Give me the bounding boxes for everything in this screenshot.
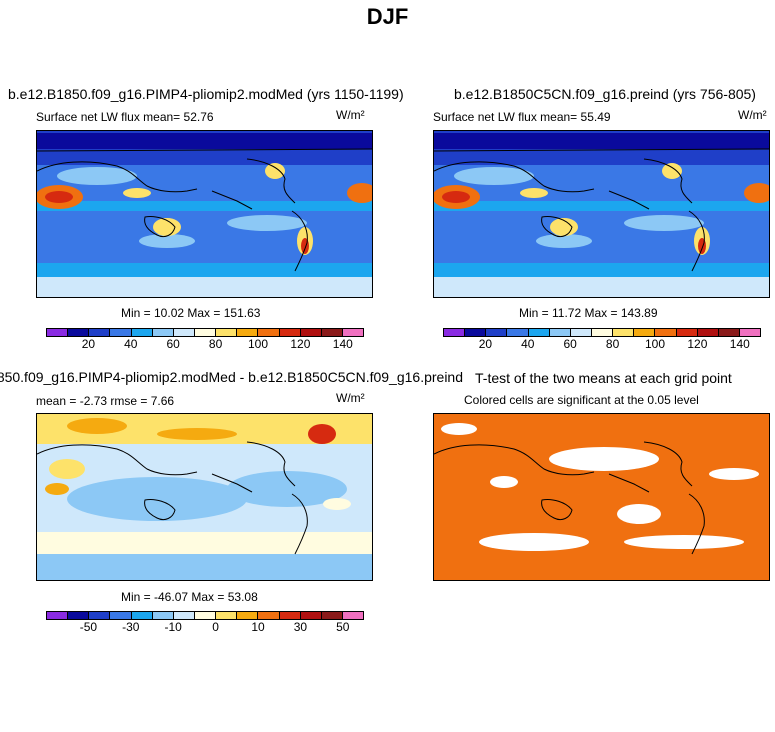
panel-3-title: b.e12.B1850.f09_g16.PIMP4-pliomip2.modMe…	[0, 369, 463, 385]
panel-3-map-svg	[37, 414, 372, 580]
panel-1-colorbar-labels: 20 40 60 80 100 120 140	[46, 337, 364, 351]
colorbar-swatch	[697, 329, 719, 336]
colorbar-swatch	[47, 612, 69, 619]
colorbar-swatch	[342, 612, 364, 619]
panel-1-colorbar: 20 40 60 80 100 120 140	[46, 328, 364, 351]
panel-2-colorbar-swatches	[443, 328, 761, 337]
colorbar-tick-label: 20	[81, 337, 96, 351]
colorbar-swatch	[216, 329, 238, 336]
colorbar-swatch	[613, 329, 635, 336]
panel-3-title-clip: b.e12.B1850.f09_g16.PIMP4-pliomip2.modMe…	[0, 369, 465, 389]
colorbar-swatch	[321, 329, 343, 336]
colorbar-swatch	[47, 329, 69, 336]
panel-4-subtitle: Colored cells are significant at the 0.0…	[464, 393, 699, 407]
colorbar-tick-label: 140	[729, 337, 750, 351]
panel-2-map	[433, 130, 770, 298]
panel-3-minmax: Min = -46.07 Max = 53.08	[121, 590, 258, 604]
colorbar-swatch	[739, 329, 761, 336]
colorbar-swatch	[173, 612, 195, 619]
panel-2-minmax: Min = 11.72 Max = 143.89	[519, 306, 658, 320]
colorbar-tick-label: -50	[79, 620, 98, 634]
panel-2-map-svg	[434, 131, 769, 297]
colorbar-swatch	[444, 329, 466, 336]
panel-1-units: W/m²	[336, 108, 365, 122]
colorbar-swatch	[507, 329, 529, 336]
colorbar-swatch	[300, 329, 322, 336]
colorbar-tick-label: 120	[290, 337, 311, 351]
panel-3-subtitle: mean = -2.73 rmse = 7.66	[36, 394, 175, 408]
colorbar-tick-label: 120	[687, 337, 708, 351]
colorbar-swatch	[321, 612, 343, 619]
colorbar-swatch	[237, 329, 259, 336]
colorbar-swatch	[655, 329, 677, 336]
colorbar-swatch	[131, 329, 153, 336]
panel-2-subtitle: Surface net LW flux mean= 55.49	[433, 110, 611, 124]
colorbar-swatch	[131, 612, 153, 619]
colorbar-tick-label: 100	[247, 337, 269, 351]
panel-2-units: W/m²	[738, 108, 767, 122]
colorbar-swatch	[173, 329, 195, 336]
colorbar-swatch	[342, 329, 364, 336]
colorbar-swatch	[279, 329, 301, 336]
colorbar-tick-label: 20	[478, 337, 493, 351]
panel-2-colorbar-labels: 20 40 60 80 100 120 140	[443, 337, 761, 351]
panel-2-title: b.e12.B1850C5CN.f09_g16.preind (yrs 756-…	[454, 86, 756, 102]
colorbar-swatch	[570, 329, 592, 336]
colorbar-tick-label: 10	[251, 620, 265, 634]
colorbar-swatch	[591, 329, 614, 336]
colorbar-tick-label: -30	[122, 620, 140, 634]
colorbar-tick-label: 50	[336, 620, 350, 634]
colorbar-tick-label: 60	[166, 337, 180, 351]
panel-1-title: b.e12.B1850.f09_g16.PIMP4-pliomip2.modMe…	[8, 86, 404, 102]
colorbar-swatch	[465, 329, 487, 336]
panel-1-colorbar-swatches	[46, 328, 364, 337]
colorbar-tick-label: 100	[644, 337, 666, 351]
colorbar-tick-label: 80	[605, 337, 620, 351]
panel-3-units: W/m²	[336, 391, 365, 405]
colorbar-swatch	[89, 612, 111, 619]
panel-1-map-svg	[37, 131, 372, 297]
panel-1-minmax: Min = 10.02 Max = 151.63	[121, 306, 261, 320]
colorbar-swatch	[152, 612, 174, 619]
colorbar-swatch	[152, 329, 174, 336]
colorbar-swatch	[676, 329, 698, 336]
panel-4-map-svg	[434, 414, 769, 580]
panel-1-subtitle: Surface net LW flux mean= 52.76	[36, 110, 214, 124]
colorbar-swatch	[194, 612, 217, 619]
panel-2-colorbar: 20 40 60 80 100 120 140	[443, 328, 761, 351]
colorbar-tick-label: 30	[293, 620, 308, 634]
colorbar-tick-label: 60	[563, 337, 577, 351]
panel-3-colorbar-swatches	[46, 611, 364, 620]
colorbar-tick-label: 140	[332, 337, 353, 351]
colorbar-tick-label: 40	[124, 337, 138, 351]
colorbar-swatch	[216, 612, 238, 619]
colorbar-swatch	[68, 612, 90, 619]
colorbar-tick-label: 0	[212, 620, 219, 634]
panel-3-map	[36, 413, 373, 581]
colorbar-swatch	[237, 612, 259, 619]
colorbar-tick-label: 40	[521, 337, 535, 351]
panel-3-colorbar: -50 -30 -10 0 10 30 50	[46, 611, 364, 634]
colorbar-swatch	[486, 329, 508, 336]
colorbar-swatch	[258, 612, 280, 619]
colorbar-swatch	[634, 329, 656, 336]
colorbar-swatch	[279, 612, 301, 619]
colorbar-tick-label: 80	[208, 337, 223, 351]
panel-3-colorbar-labels: -50 -30 -10 0 10 30 50	[46, 620, 364, 634]
colorbar-swatch	[89, 329, 111, 336]
colorbar-swatch	[110, 612, 132, 619]
colorbar-swatch	[528, 329, 550, 336]
panel-1-map	[36, 130, 373, 298]
colorbar-swatch	[194, 329, 217, 336]
colorbar-swatch	[110, 329, 132, 336]
colorbar-swatch	[68, 329, 90, 336]
colorbar-swatch	[718, 329, 740, 336]
colorbar-swatch	[258, 329, 280, 336]
panel-4-title: T-test of the two means at each grid poi…	[475, 370, 732, 386]
colorbar-swatch	[300, 612, 322, 619]
colorbar-tick-label: -10	[164, 620, 182, 634]
figure-title: DJF	[366, 4, 409, 29]
colorbar-swatch	[549, 329, 571, 336]
panel-4-map	[433, 413, 770, 581]
